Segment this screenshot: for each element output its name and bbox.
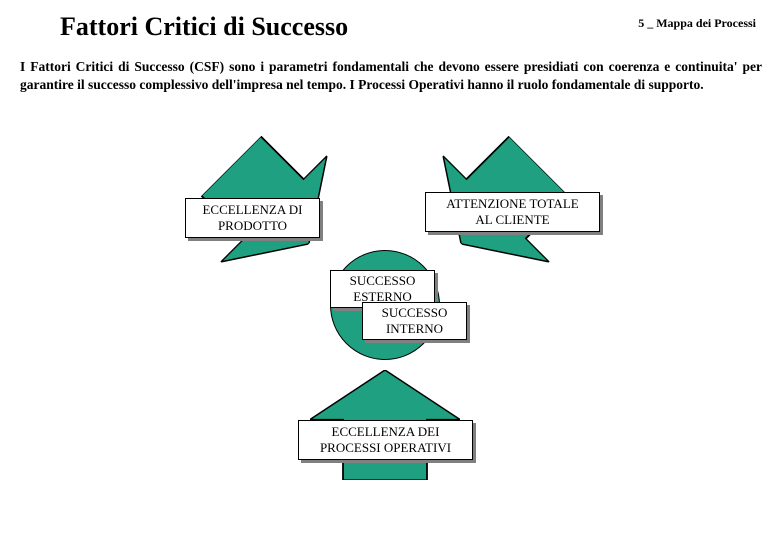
box-eccellenza-prodotto: ECCELLENZA DI PRODOTTO bbox=[185, 198, 320, 238]
header: Fattori Critici di Successo 5 _ Mappa de… bbox=[0, 0, 780, 48]
box-attenzione-cliente: ATTENZIONE TOTALE AL CLIENTE bbox=[425, 192, 600, 232]
page-title: Fattori Critici di Successo bbox=[60, 12, 348, 42]
section-label: 5 _ Mappa dei Processi bbox=[638, 12, 756, 31]
box-eccellenza-processi: ECCELLENZA DEI PROCESSI OPERATIVI bbox=[298, 420, 473, 460]
csf-diagram: ECCELLENZA DI PRODOTTO ATTENZIONE TOTALE … bbox=[0, 130, 780, 530]
intro-paragraph: I Fattori Critici di Successo (CSF) sono… bbox=[0, 48, 780, 94]
box-successo-interno: SUCCESSO INTERNO bbox=[362, 302, 467, 340]
